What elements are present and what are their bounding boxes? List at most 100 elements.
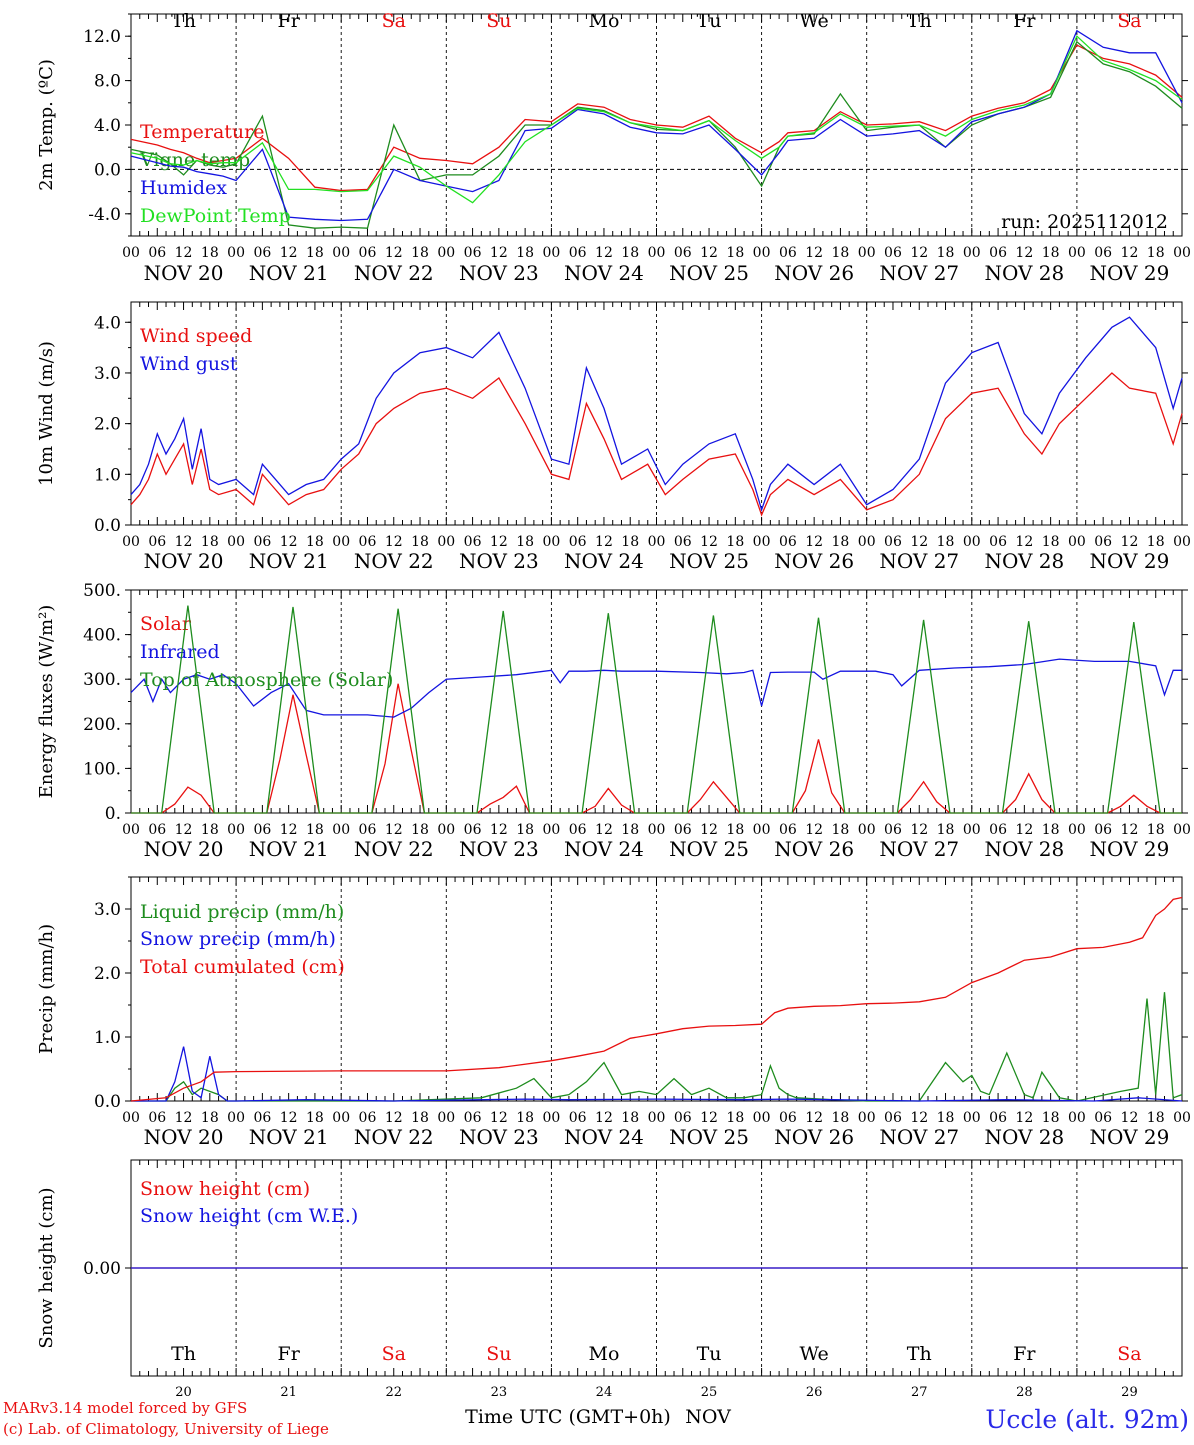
hour-tick-label: 18 (411, 1110, 429, 1126)
weekday-label: Fr (278, 1343, 301, 1365)
panel-frame (130, 589, 1183, 814)
y-tick-label: 300. (83, 670, 121, 690)
date-label: NOV 27 (879, 1125, 959, 1149)
hour-tick-label: 00 (1173, 822, 1191, 838)
legend-label: Top of Atmosphere (Solar) (140, 669, 393, 691)
hour-tick-label: 12 (700, 1110, 718, 1126)
hour-tick-label: 12 (910, 822, 928, 838)
hour-tick-label: 18 (516, 822, 534, 838)
hour-tick-label: 18 (411, 534, 429, 550)
hour-tick-label: 18 (937, 1110, 955, 1126)
hour-tick-label: 12 (595, 1110, 613, 1126)
day-number-label: 23 (491, 1385, 508, 1400)
hour-tick-label: 06 (464, 1110, 482, 1126)
hour-tick-label: 00 (122, 822, 140, 838)
hour-tick-label: 06 (569, 822, 587, 838)
station-label: Uccle (alt. 92m) (985, 1405, 1189, 1434)
hour-tick-label: 06 (1094, 1110, 1112, 1126)
weekday-label: We (800, 1343, 829, 1365)
legend-label: Vigne temp (139, 149, 250, 171)
hour-tick-label: 06 (569, 1110, 587, 1126)
y-tick-label: 2.0 (94, 415, 121, 435)
hour-tick-label: 00 (122, 534, 140, 550)
legend-label: Wind speed (140, 325, 252, 347)
date-label: NOV 22 (354, 261, 434, 285)
series-line-snow-precip-mm-h- (131, 1046, 1183, 1102)
date-label: NOV 28 (984, 837, 1064, 861)
hour-tick-label: 18 (832, 1110, 850, 1126)
hour-tick-label: 06 (779, 1110, 797, 1126)
weekday-label: Sa (382, 10, 406, 32)
date-label: NOV 28 (984, 549, 1064, 573)
date-label: NOV 25 (669, 549, 749, 573)
y-axis-label: Snow height (cm) (36, 1187, 57, 1348)
hour-tick-label: 00 (542, 822, 560, 838)
hour-tick-label: 00 (753, 1110, 771, 1126)
panel-temp: -4.0 0.0 4.0 8.0 12.0 2m Temp. (ºC) Temperatur… (36, 10, 1191, 285)
hour-tick-label: 00 (648, 1110, 666, 1126)
hour-tick-label: 00 (753, 245, 771, 261)
y-tick-label: 3.0 (94, 364, 121, 384)
date-label: NOV 27 (879, 837, 959, 861)
x-axis-month: NOV (685, 1406, 731, 1428)
series-line-dewpoint-temp (130, 35, 1183, 204)
hour-tick-label: 18 (621, 245, 639, 261)
hour-tick-label: 00 (858, 822, 876, 838)
hour-tick-label: 00 (542, 534, 560, 550)
hour-tick-label: 12 (910, 1110, 928, 1126)
date-label: NOV 29 (1090, 1125, 1170, 1149)
y-tick-label: 2.0 (94, 964, 121, 984)
y-tick-label: 0. (105, 804, 121, 824)
y-axis-label: Energy fluxes (W/m²) (36, 605, 57, 799)
hour-tick-label: 12 (175, 822, 193, 838)
hour-tick-label: 18 (1042, 245, 1060, 261)
hour-tick-label: 06 (989, 822, 1007, 838)
y-tick-label: 0.0 (94, 1092, 121, 1112)
hour-tick-label: 12 (595, 245, 613, 261)
date-label: NOV 20 (144, 837, 224, 861)
hour-tick-label: 00 (437, 822, 455, 838)
hour-tick-label: 06 (148, 534, 166, 550)
y-tick-label: 0.00 (83, 1259, 121, 1279)
date-label: NOV 24 (564, 1125, 644, 1149)
hour-tick-label: 00 (1068, 1110, 1086, 1126)
hour-tick-label: 12 (805, 822, 823, 838)
day-number-label: 24 (596, 1385, 613, 1400)
hour-tick-label: 18 (621, 534, 639, 550)
hour-tick-label: 12 (1121, 534, 1139, 550)
hour-tick-label: 12 (280, 822, 298, 838)
hour-tick-label: 06 (464, 822, 482, 838)
y-tick-label: 400. (83, 626, 121, 646)
legend-label: Infrared (140, 641, 220, 663)
legend-label: Humidex (140, 177, 227, 199)
hour-tick-label: 00 (542, 1110, 560, 1126)
hour-tick-label: 18 (1042, 534, 1060, 550)
y-tick-label: 500. (83, 581, 121, 601)
date-label: NOV 21 (249, 1125, 329, 1149)
y-tick-label: 100. (83, 759, 121, 779)
weekday-label: Mo (588, 1343, 619, 1365)
hour-tick-label: 18 (832, 534, 850, 550)
hour-tick-label: 06 (779, 245, 797, 261)
series-line-top-of-atmosphere-solar- (131, 605, 1182, 814)
date-label: NOV 21 (249, 261, 329, 285)
hour-tick-label: 00 (1068, 822, 1086, 838)
hour-tick-label: 06 (884, 534, 902, 550)
hour-tick-label: 12 (910, 245, 928, 261)
y-tick-label: 4.0 (94, 313, 121, 333)
hour-tick-label: 18 (201, 822, 219, 838)
series-line-temperature (130, 44, 1183, 192)
hour-tick-label: 12 (385, 822, 403, 838)
hour-tick-label: 12 (175, 534, 193, 550)
hour-tick-label: 12 (490, 534, 508, 550)
date-label: NOV 20 (144, 1125, 224, 1149)
hour-tick-label: 06 (884, 822, 902, 838)
legend-label: DewPoint Temp (140, 205, 291, 227)
hour-tick-label: 06 (989, 534, 1007, 550)
hour-tick-label: 12 (805, 1110, 823, 1126)
date-label: NOV 23 (459, 1125, 539, 1149)
hour-tick-label: 00 (963, 1110, 981, 1126)
legend-label: Liquid precip (mm/h) (140, 901, 344, 923)
date-label: NOV 29 (1090, 837, 1170, 861)
